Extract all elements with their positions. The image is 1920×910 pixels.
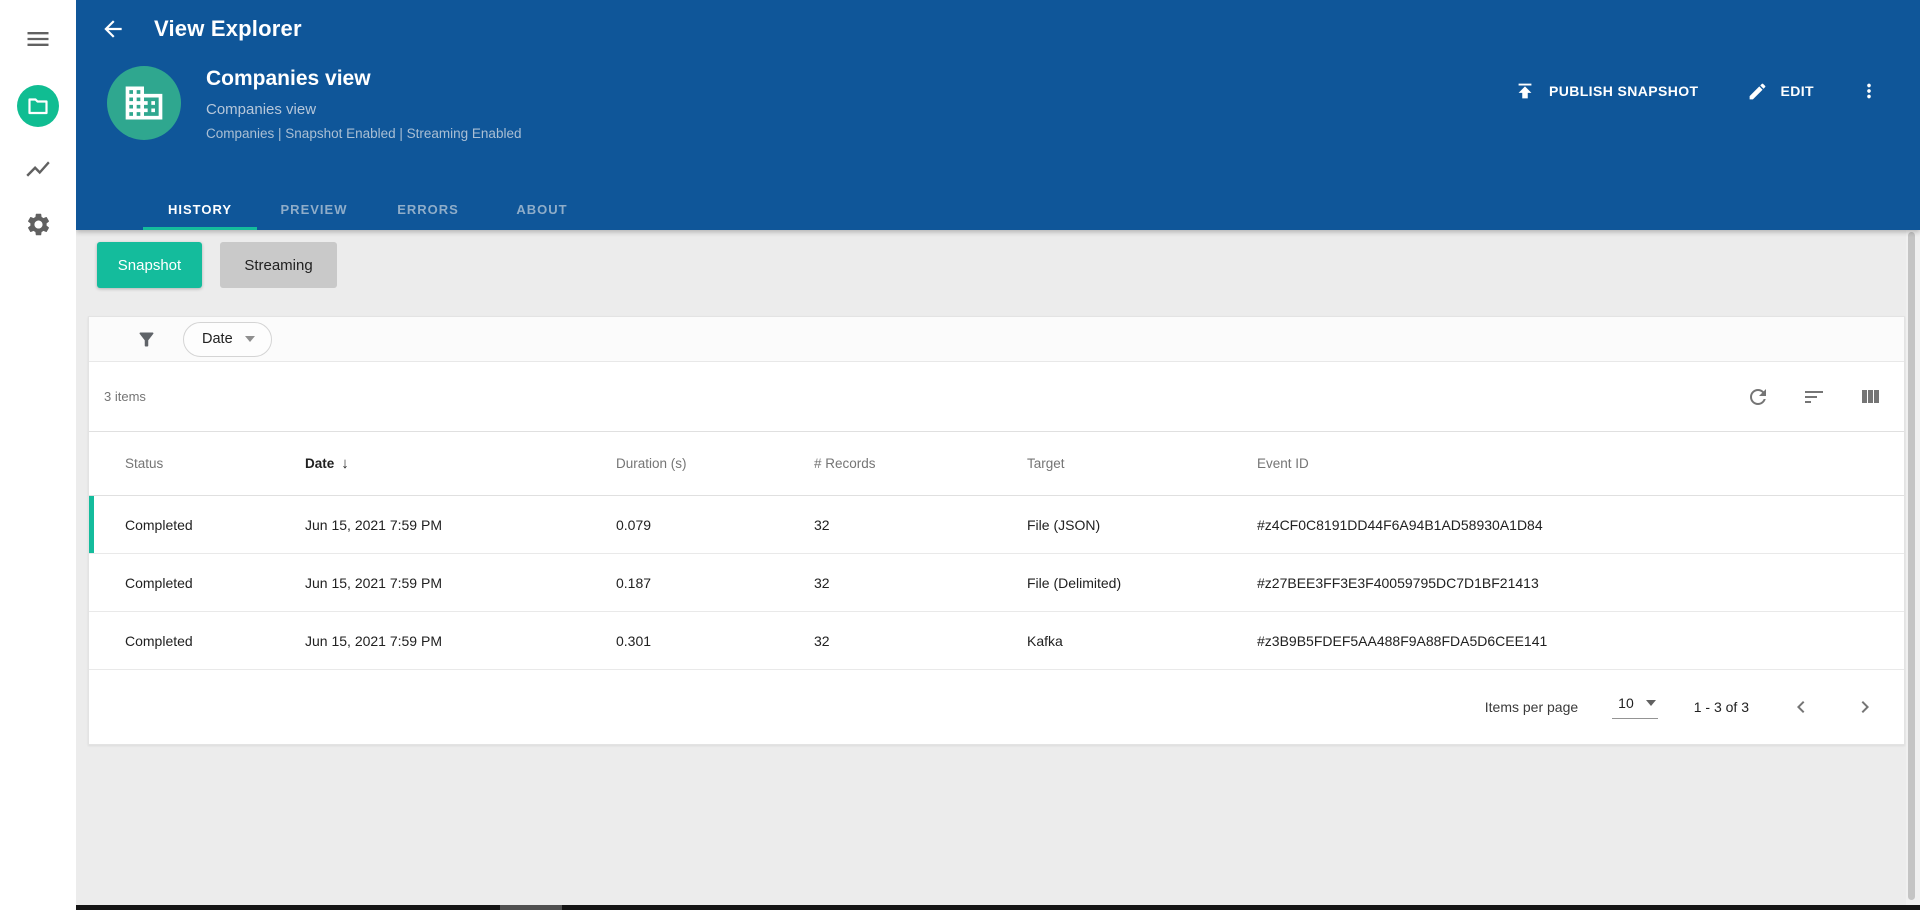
refresh-icon[interactable] xyxy=(1746,385,1770,409)
pagination-range: 1 - 3 of 3 xyxy=(1693,699,1749,715)
entity-meta: Companies | Snapshot Enabled | Streaming… xyxy=(206,126,522,141)
cell-status: Completed xyxy=(125,632,193,649)
items-count: 3 items xyxy=(104,389,146,404)
table-row[interactable]: Completed Jun 15, 2021 7:59 PM 0.301 32 … xyxy=(89,612,1904,670)
cell-duration: 0.301 xyxy=(616,632,652,649)
cell-event-id: #z27BEE3FF3E3F40059795DC7D1BF21413 xyxy=(1257,574,1539,591)
cell-status: Completed xyxy=(125,574,193,591)
date-filter-chip[interactable]: Date xyxy=(183,321,272,357)
filter-bar: Date xyxy=(89,317,1904,362)
toolbar-icons xyxy=(1746,385,1882,409)
tab-bar: HISTORY PREVIEW ERRORS ABOUT xyxy=(143,189,599,230)
table-header-row: Status Date ↓ Duration (s) # Records Tar… xyxy=(89,432,1904,496)
cell-date: Jun 15, 2021 7:59 PM xyxy=(305,632,442,649)
folder-icon xyxy=(26,94,50,118)
back-arrow-icon[interactable] xyxy=(100,16,126,42)
cell-target: File (Delimited) xyxy=(1027,574,1122,591)
settings-gear-icon[interactable] xyxy=(25,211,52,238)
cell-records: 32 xyxy=(814,574,830,591)
pencil-icon xyxy=(1747,81,1768,102)
publish-snapshot-button[interactable]: PUBLISH SNAPSHOT xyxy=(1514,80,1699,102)
column-header-records[interactable]: # Records xyxy=(814,456,876,471)
cell-event-id: #z3B9B5FDEF5AA488F9A88FDA5D6CEE141 xyxy=(1257,632,1548,649)
cell-date: Jun 15, 2021 7:59 PM xyxy=(305,516,442,533)
page-size-select[interactable]: 10 xyxy=(1612,695,1658,719)
chevron-down-icon xyxy=(244,336,255,342)
chevron-down-icon xyxy=(1645,700,1656,706)
column-header-target[interactable]: Target xyxy=(1027,456,1065,471)
bottom-edge-bar-segment xyxy=(500,905,562,910)
entity-subtitle: Companies view xyxy=(206,101,317,118)
tab-history[interactable]: HISTORY xyxy=(143,189,257,230)
filter-funnel-icon[interactable] xyxy=(136,329,157,350)
column-header-date[interactable]: Date ↓ xyxy=(305,455,616,472)
next-page-chevron-icon[interactable] xyxy=(1853,695,1877,719)
cell-event-id: #z4CF0C8191DD44F6A94B1AD58930A1D84 xyxy=(1257,516,1543,533)
page-header: View Explorer Companies view Companies v… xyxy=(76,0,1920,230)
building-icon xyxy=(122,81,166,125)
page-size-value: 10 xyxy=(1618,695,1634,711)
date-filter-label: Date xyxy=(202,331,233,347)
analytics-chart-icon[interactable] xyxy=(24,155,52,183)
vertical-scrollbar-thumb[interactable] xyxy=(1908,232,1915,900)
pagination-bar: Items per page 10 1 - 3 of 3 xyxy=(89,670,1904,744)
avatar xyxy=(107,66,181,140)
sort-desc-arrow-icon: ↓ xyxy=(341,455,349,472)
column-header-date-label: Date xyxy=(305,456,335,471)
column-header-event-id[interactable]: Event ID xyxy=(1257,456,1309,471)
cell-status: Completed xyxy=(125,516,193,533)
tab-errors[interactable]: ERRORS xyxy=(397,202,459,217)
cell-date: Jun 15, 2021 7:59 PM xyxy=(305,574,442,591)
tab-preview[interactable]: PREVIEW xyxy=(280,202,348,217)
table-row[interactable]: Completed Jun 15, 2021 7:59 PM 0.187 32 … xyxy=(89,554,1904,612)
app-sidebar xyxy=(0,0,76,910)
page-title: View Explorer xyxy=(154,16,302,41)
hamburger-menu-icon[interactable] xyxy=(24,25,52,53)
columns-icon[interactable] xyxy=(1858,385,1882,409)
upload-icon xyxy=(1514,80,1536,102)
column-header-status[interactable]: Status xyxy=(125,456,164,471)
entity-text: Companies view Companies view Companies … xyxy=(206,66,521,141)
edit-button[interactable]: EDIT xyxy=(1747,81,1815,102)
tab-about[interactable]: ABOUT xyxy=(516,202,568,217)
vertical-scrollbar-track[interactable] xyxy=(1906,230,1920,910)
cell-target: Kafka xyxy=(1027,632,1063,649)
more-options-kebab-icon[interactable] xyxy=(1858,80,1880,102)
cell-duration: 0.079 xyxy=(616,516,652,533)
cell-duration: 0.187 xyxy=(616,574,652,591)
table-row[interactable]: Completed Jun 15, 2021 7:59 PM 0.079 32 … xyxy=(89,496,1904,554)
column-header-duration[interactable]: Duration (s) xyxy=(616,456,687,471)
table-toolbar: 3 items xyxy=(89,362,1904,432)
streaming-toggle-button[interactable]: Streaming xyxy=(220,242,337,288)
snapshot-toggle-button[interactable]: Snapshot xyxy=(97,242,202,288)
previous-page-chevron-icon[interactable] xyxy=(1789,695,1813,719)
top-bar: View Explorer xyxy=(76,0,1920,58)
entity-summary: Companies view Companies view Companies … xyxy=(107,66,521,141)
publish-snapshot-label: PUBLISH SNAPSHOT xyxy=(1548,83,1699,99)
app-logo[interactable] xyxy=(17,85,59,127)
cell-records: 32 xyxy=(814,632,830,649)
history-card: Date 3 items Status Date ↓ Duration (s) … xyxy=(88,316,1905,745)
edit-label: EDIT xyxy=(1780,83,1814,99)
items-per-page-label: Items per page xyxy=(1484,699,1579,715)
entity-title: Companies view xyxy=(206,67,371,90)
cell-records: 32 xyxy=(814,516,830,533)
header-actions: PUBLISH SNAPSHOT EDIT xyxy=(1514,80,1880,102)
cell-target: File (JSON) xyxy=(1027,516,1101,533)
bottom-edge-bar xyxy=(76,905,1920,910)
sort-icon[interactable] xyxy=(1802,385,1826,409)
